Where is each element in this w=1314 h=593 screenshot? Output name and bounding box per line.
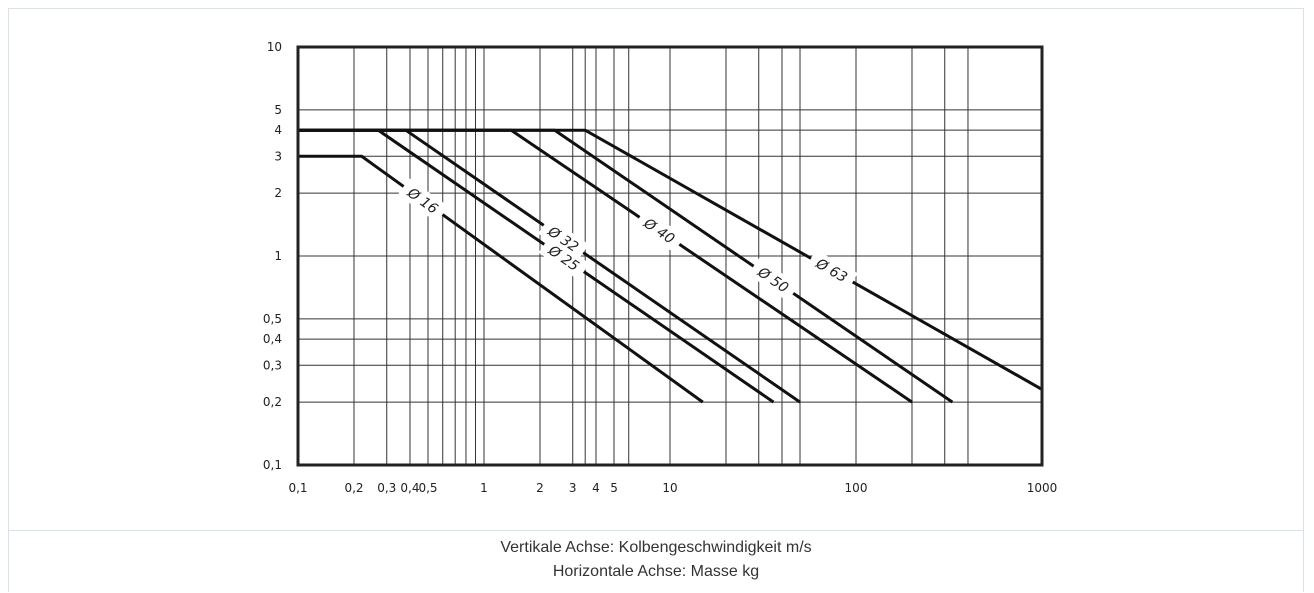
x-tick-label: 5	[610, 481, 618, 495]
x-tick-label: 2	[536, 481, 544, 495]
series-line	[298, 128, 801, 404]
x-tick-label: 0,5	[418, 481, 437, 495]
series-label-bg	[397, 178, 449, 223]
y-tick-label: 2	[274, 186, 282, 200]
y-tick-label: 4	[274, 123, 282, 137]
plot-border	[296, 45, 1044, 467]
x-tick-label: 100	[845, 481, 868, 495]
y-tick-label: 0,4	[263, 332, 282, 346]
tick-labels: 0,1 0,2 0,3 0,40,5 1 2 3 4 5 10 100 10000,10,20,30,…	[263, 40, 1057, 495]
series-lines	[298, 128, 1043, 404]
series-label-bg	[538, 236, 590, 280]
x-tick-label: 0,4	[400, 481, 419, 495]
figure-frame	[8, 8, 1304, 592]
y-axis-caption: Vertikale Achse: Kolbengeschwindigkeit m…	[500, 539, 812, 556]
series-label-bg	[634, 209, 685, 253]
x-tick-label: 1000	[1027, 481, 1058, 495]
y-tick-label: 5	[274, 103, 282, 117]
x-tick-label: 0,3	[377, 481, 396, 495]
series-line	[298, 128, 775, 404]
series-label-bg	[748, 257, 799, 302]
y-tick-label: 0,3	[263, 358, 282, 372]
x-axis-caption: Horizontale Achse: Masse kg	[552, 563, 760, 580]
y-tick-label: 3	[274, 149, 282, 163]
y-tick-label: 0,5	[263, 312, 282, 326]
velocity-mass-chart: Ø 16Ø 25Ø 32 Ø 40Ø 50 Ø 63 0,1 0,2 0,3 0,40,5…	[263, 40, 1057, 495]
y-tick-label: 10	[267, 40, 282, 54]
series-label-bg	[538, 217, 589, 261]
x-tick-label: 1	[480, 481, 488, 495]
x-tick-label: 10	[662, 481, 677, 495]
x-tick-label: 0,1	[288, 481, 307, 495]
y-tick-label: 0,2	[263, 395, 282, 409]
y-tick-label: 0,1	[263, 458, 282, 472]
x-tick-label: 0,2	[344, 481, 363, 495]
series-line	[298, 128, 1043, 391]
x-tick-label: 4	[592, 481, 600, 495]
series-label-bg	[806, 249, 858, 291]
grid	[298, 47, 1042, 465]
x-tick-label: 3	[569, 481, 577, 495]
series-line	[298, 154, 704, 404]
y-tick-label: 1	[274, 249, 282, 263]
caption: Vertikale Achse: Kolbengeschwindigkeit m…	[9, 530, 1303, 593]
